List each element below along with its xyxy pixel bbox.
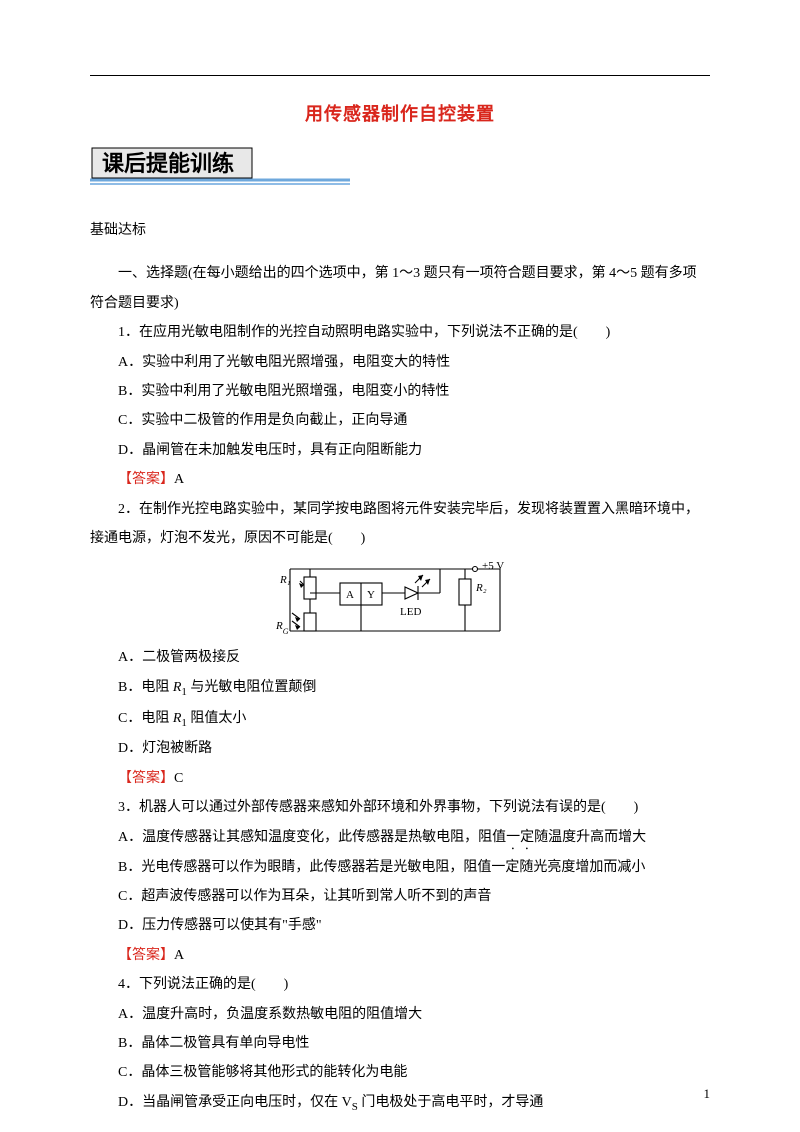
label-v: +5 V [482,560,504,572]
q1-stem: 1．在应用光敏电阻制作的光控自动照明电路实验中，下列说法不正确的是( ) [90,318,710,347]
q4-B: B．晶体二极管具有单向导电性 [90,1029,710,1058]
q2-answer-val: C [174,771,183,786]
answer-label: 【答案】 [118,948,174,963]
label-r2: R₂ [475,582,487,594]
q2-B: B．电阻 R1 与光敏电阻位置颠倒 [90,673,710,704]
q1-D: D．晶闸管在未加触发电压时，具有正向阻断能力 [90,436,710,465]
q4-D: D．当晶闸管承受正向电压时，仅在 VS 门电极处于高电平时，才导通 [90,1088,710,1119]
label-led: LED [400,606,421,618]
q3-D: D．压力传感器可以使其有"手感" [90,911,710,940]
q4-C: C．晶体三极管能够将其他形式的能转化为电能 [90,1058,710,1087]
intro-label: 基础达标 [90,216,710,245]
q3-answer: 【答案】A [90,941,710,970]
page-number: 1 [704,1086,711,1102]
body: 基础达标 一、选择题(在每小题给出的四个选项中，第 1～3 题只有一项符合题目要… [90,216,710,1119]
q4-A: A．温度升高时，负温度系数热敏电阻的阻值增大 [90,1000,710,1029]
q3-B: B．光电传感器可以作为眼睛，此传感器若是光敏电阻，阻值一定随光亮度增加而减小 [90,853,710,882]
q3-A: A．温度传感器让其感知温度变化，此传感器是热敏电阻，阻值一定随温度升高而增大 [90,823,710,853]
q4-stem: 4．下列说法正确的是( ) [90,970,710,999]
answer-label: 【答案】 [118,472,174,487]
q1-A: A．实验中利用了光敏电阻光照增强，电阻变大的特性 [90,348,710,377]
q2-stem: 2．在制作光控电路实验中，某同学按电路图将元件安装完毕后，发现将装置置入黑暗环境… [90,495,710,554]
q2-answer: 【答案】C [90,764,710,793]
answer-label: 【答案】 [118,771,174,786]
q3-C: C．超声波传感器可以作为耳朵，让其听到常人听不到的声音 [90,882,710,911]
section-heading: 一、选择题(在每小题给出的四个选项中，第 1～3 题只有一项符合题目要求，第 4… [90,259,710,318]
circuit-diagram: +5 V R₁ RG A Y [270,559,530,637]
banner-text: 课后提能训练 [102,151,234,176]
q1-C: C．实验中二极管的作用是负向截止，正向导通 [90,406,710,435]
q1-answer-val: A [174,472,184,487]
label-r1: R₁ [279,574,291,586]
page-title: 用传感器制作自控装置 [90,100,710,126]
q1-B: B．实验中利用了光敏电阻光照增强，电阻变小的特性 [90,377,710,406]
section-banner: 课后提能训练 [90,144,710,188]
q3-answer-val: A [174,948,184,963]
q2-A: A．二极管两极接反 [90,643,710,672]
q1-answer: 【答案】A [90,465,710,494]
top-rule [90,75,710,76]
q2-C: C．电阻 R1 阻值太小 [90,704,710,735]
q3-stem: 3．机器人可以通过外部传感器来感知外部环境和外界事物，下列说法有误的是( ) [90,793,710,822]
label-A: A [346,589,354,601]
label-Y: Y [367,589,375,601]
svg-text:RG: RG [275,620,289,636]
q2-D: D．灯泡被断路 [90,734,710,763]
